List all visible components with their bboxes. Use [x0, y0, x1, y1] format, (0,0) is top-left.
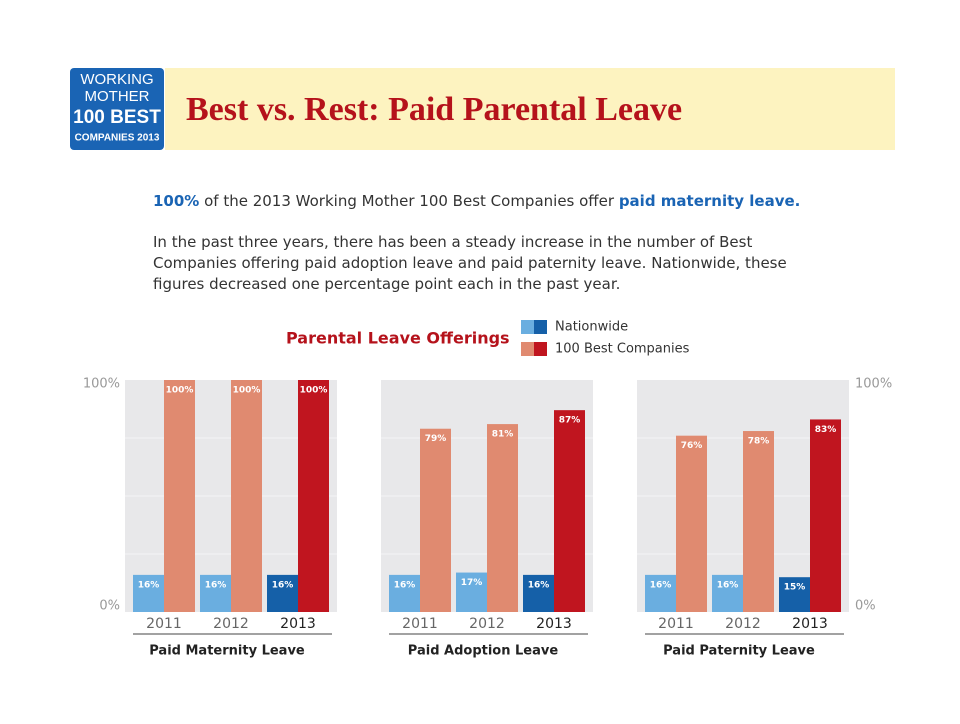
- x-tick-label: 2012: [469, 616, 505, 632]
- value-label: 78%: [748, 437, 770, 447]
- x-tick-label: 2012: [213, 616, 249, 632]
- lead-emphasis: 100%: [153, 192, 199, 210]
- chart-title: Paid Paternity Leave: [663, 644, 815, 659]
- logo-line: COMPANIES 2013: [75, 133, 160, 144]
- bar: [231, 380, 262, 612]
- bar: [133, 574, 164, 612]
- logo-box: [70, 68, 164, 150]
- x-tick-label: 2013: [792, 616, 828, 632]
- x-tick-label: 2011: [658, 616, 694, 632]
- x-tick-label: 2013: [536, 616, 572, 632]
- value-label: 100%: [166, 386, 194, 396]
- y-tick-label: 0%: [855, 599, 876, 614]
- legend-label: Nationwide: [555, 320, 628, 335]
- value-label: 83%: [815, 425, 837, 435]
- intro-body-box: In the past three years, there has been …: [153, 233, 787, 293]
- logo-line: 100 BEST: [73, 107, 161, 128]
- lead-emphasis: paid maternity leave.: [619, 192, 801, 210]
- y-tick-label: 100%: [855, 377, 892, 392]
- header-band: [165, 68, 895, 150]
- value-label: 16%: [650, 580, 672, 590]
- bar: [200, 574, 231, 612]
- bar: [389, 574, 420, 612]
- value-label: 15%: [784, 583, 806, 593]
- logo-line: WORKING: [80, 71, 153, 88]
- legend-swatch: [521, 320, 534, 334]
- bar: [298, 380, 329, 612]
- value-label: 16%: [717, 580, 739, 590]
- legend-swatch: [521, 342, 534, 356]
- bar: [810, 419, 841, 612]
- x-tick-label: 2011: [402, 616, 438, 632]
- y-tick-label: 0%: [99, 599, 120, 614]
- value-label: 16%: [272, 580, 294, 590]
- chart-title: Paid Maternity Leave: [149, 644, 305, 659]
- x-tick-label: 2012: [725, 616, 761, 632]
- legend-label: 100 Best Companies: [555, 342, 690, 357]
- header-title: Best vs. Rest: Paid Parental Leave: [186, 91, 682, 128]
- legend-swatch: [534, 342, 547, 356]
- value-label: 16%: [528, 580, 550, 590]
- value-label: 16%: [205, 580, 227, 590]
- bar: [743, 431, 774, 612]
- bar: [712, 574, 743, 612]
- bar: [645, 574, 676, 612]
- x-tick-label: 2011: [146, 616, 182, 632]
- bar: [523, 574, 554, 612]
- value-label: 81%: [492, 430, 514, 440]
- intro-body: In the past three years, there has been …: [153, 233, 787, 293]
- lead-text: of the 2013 Working Mother 100 Best Comp…: [199, 192, 618, 210]
- bar: [487, 424, 518, 612]
- value-label: 16%: [138, 580, 160, 590]
- bar: [267, 574, 298, 612]
- bar: [164, 380, 195, 612]
- legend-swatch: [534, 320, 547, 334]
- bar: [420, 428, 451, 612]
- bar: [676, 435, 707, 612]
- value-label: 87%: [559, 416, 581, 426]
- value-label: 76%: [681, 441, 703, 451]
- value-label: 16%: [394, 580, 416, 590]
- value-label: 79%: [425, 434, 447, 444]
- logo-line: MOTHER: [85, 88, 150, 105]
- legend-title: Parental Leave Offerings: [286, 329, 510, 348]
- bar: [554, 410, 585, 612]
- value-label: 100%: [300, 386, 328, 396]
- x-tick-label: 2013: [280, 616, 316, 632]
- bar: [456, 572, 487, 612]
- value-label: 100%: [233, 386, 261, 396]
- y-tick-label: 100%: [83, 377, 120, 392]
- intro-lead: 100% of the 2013 Working Mother 100 Best…: [153, 192, 800, 210]
- bar: [779, 577, 810, 612]
- value-label: 17%: [461, 578, 483, 588]
- chart-title: Paid Adoption Leave: [408, 644, 559, 659]
